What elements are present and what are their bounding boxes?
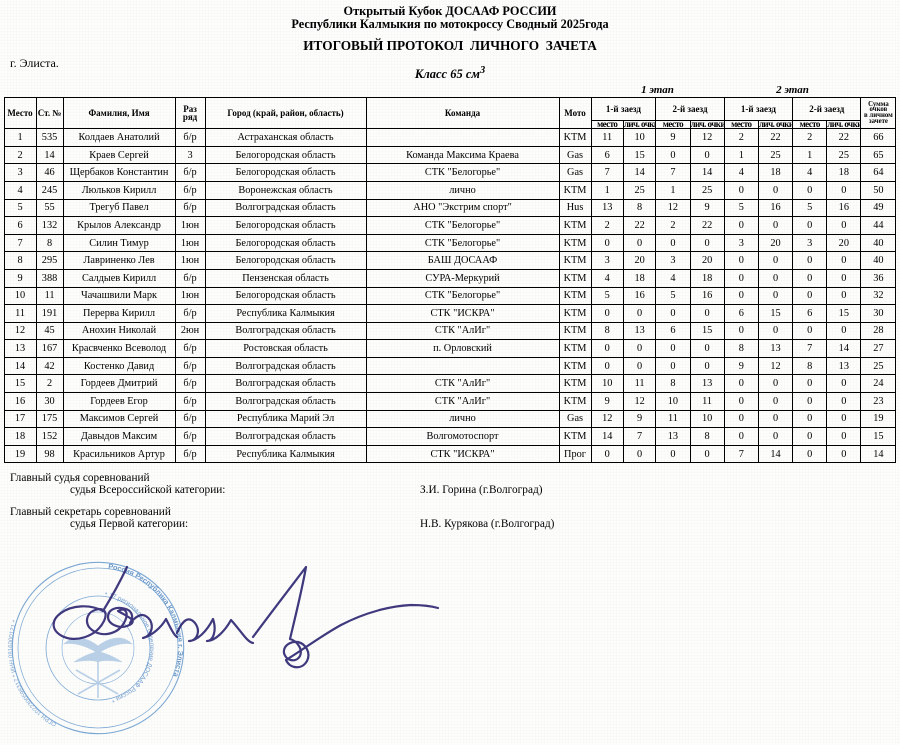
svg-text:ОГРН 1022300598317 * ИНН 08160: ОГРН 1022300598317 * ИНН 0816000121 * [8,619,57,727]
svg-text:Россия Республика Калмыкия г.: Россия Республика Калмыкия г. Элиста [108,562,185,679]
svg-text:* 17 региональное отделение ДО: * 17 региональное отделение ДОСААФ Росси… [104,591,155,703]
